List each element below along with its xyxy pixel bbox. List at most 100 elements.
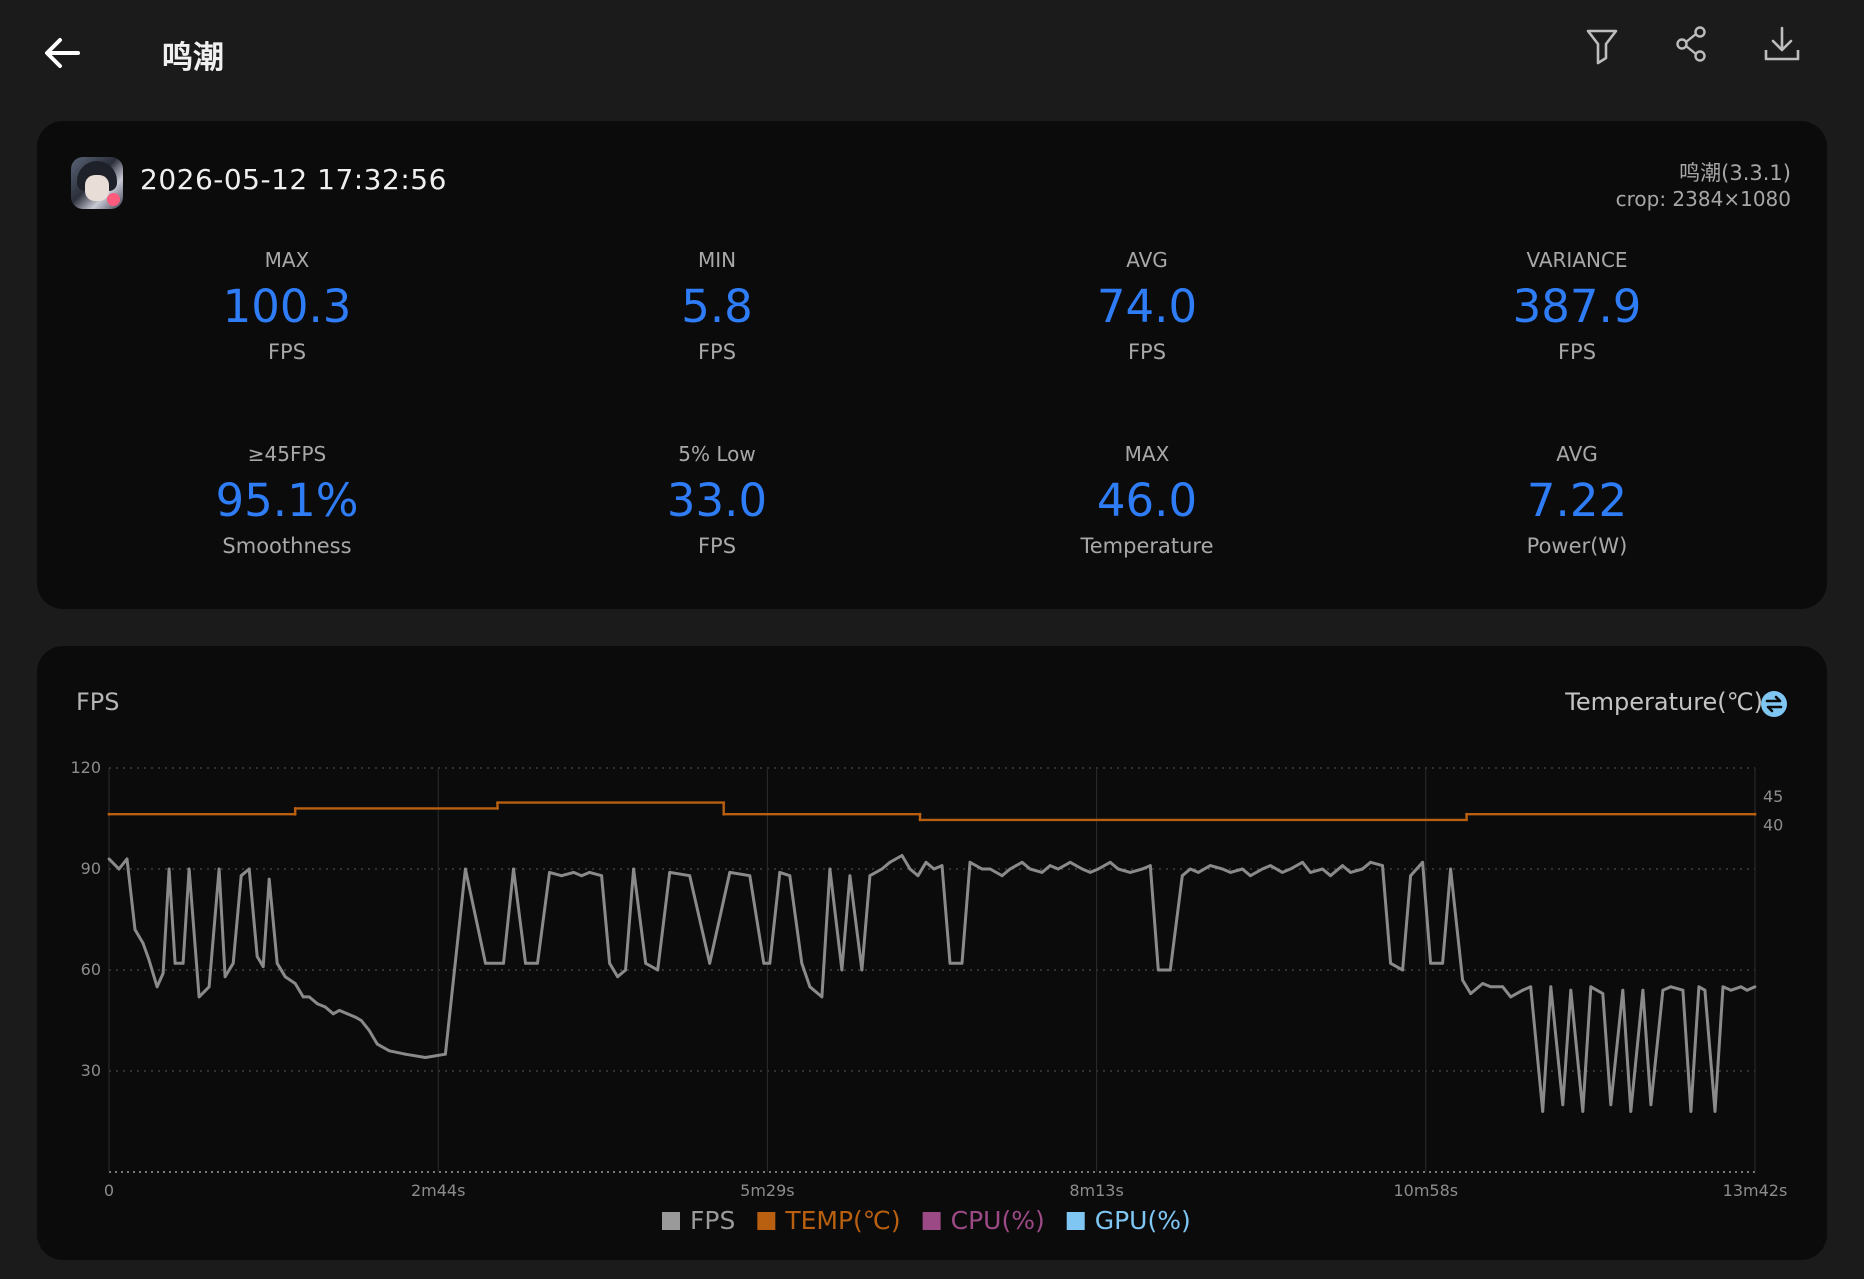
fps-data-point [848, 874, 852, 878]
stat-max-fps: MAX 100.3 FPS [137, 248, 437, 364]
fps-data-point [484, 961, 487, 965]
fps-data-point [315, 1002, 319, 1006]
fps-data-point [1269, 864, 1272, 867]
filter-icon[interactable] [1578, 22, 1626, 70]
stat-avg-power: AVG 7.22 Power(W) [1427, 442, 1727, 558]
temperature-data-point [1753, 812, 1757, 816]
fps-data-point [1581, 1110, 1585, 1113]
fps-data-point [1697, 985, 1701, 989]
fps-data-point [331, 1012, 335, 1016]
swap-axis-icon[interactable] [1760, 690, 1788, 718]
fps-data-point [502, 961, 505, 965]
fps-data-point [1381, 864, 1384, 867]
fps-data-point [1068, 860, 1072, 864]
fps-data-point [1669, 985, 1673, 989]
fps-data-point [1056, 867, 1060, 871]
fps-data-point [788, 874, 792, 878]
fps-data-point [932, 867, 936, 871]
summary-card: 2026-05-12 17:32:56 鸣潮(3.3.1) crop: 2384… [37, 121, 1827, 609]
fps-data-point [988, 867, 992, 871]
stat-value: 100.3 [222, 280, 352, 333]
fps-data-point [572, 871, 575, 874]
temperature-data-point [918, 812, 922, 816]
stat-value: 387.9 [1512, 280, 1642, 333]
stat-unit: Power(W) [1526, 534, 1628, 558]
share-icon[interactable] [1668, 22, 1716, 70]
fps-data-point [1661, 988, 1665, 992]
fps-data-point [1341, 864, 1344, 867]
chart-right-axis-label: Temperature(℃) [1565, 688, 1763, 716]
fps-data-point [644, 961, 648, 965]
top-bar: 鸣潮 [0, 0, 1864, 110]
temperature-data-point [293, 812, 297, 816]
fps-data-point [1241, 867, 1244, 871]
fps-data-point [231, 961, 235, 965]
fps-data-point [1429, 961, 1432, 965]
fps-data-point [1148, 864, 1152, 867]
fps-data-point [1088, 871, 1092, 874]
fps-data-point [908, 867, 912, 871]
fps-data-point [1361, 867, 1364, 871]
fps-data-point [261, 965, 265, 968]
fps-data-point [1040, 871, 1044, 874]
fps-data-point [1080, 867, 1084, 871]
stat-unit: FPS [1127, 340, 1167, 364]
fps-data-point [133, 928, 137, 931]
fps-data-point [924, 860, 928, 864]
fps-data-point [1689, 1110, 1693, 1113]
fps-data-point [580, 874, 583, 878]
fps-data-point [307, 995, 311, 999]
fps-data-point [828, 867, 832, 871]
fps-data-point [560, 874, 563, 878]
fps-data-point [668, 871, 672, 874]
fps-data-point [155, 985, 159, 989]
legend-swatch [1066, 1212, 1085, 1230]
back-arrow-icon[interactable] [38, 28, 88, 78]
app-version: 鸣潮(3.3.1) [1679, 161, 1791, 185]
fps-data-point [1561, 1103, 1565, 1107]
fps-data-point [1028, 867, 1032, 871]
fps-data-point [1096, 867, 1100, 871]
fps-data-point [267, 877, 271, 881]
fps-data-point [1140, 867, 1144, 871]
fps-data-point [1621, 988, 1625, 992]
fps-data-point [207, 985, 211, 989]
stat-max-temperature: MAX 46.0 Temperature [997, 442, 1297, 558]
fps-data-point [656, 968, 660, 972]
fps-data-point [1321, 867, 1324, 871]
legend-label: CPU(%) [951, 1206, 1045, 1235]
fps-data-point [1753, 985, 1757, 989]
x-tick-label: 10m58s [1393, 1181, 1458, 1200]
download-icon[interactable] [1758, 22, 1806, 70]
stat-5pct-low: 5% Low 33.0 FPS [567, 442, 867, 558]
fps-data-point [464, 867, 467, 871]
fps-data-point [1329, 874, 1332, 878]
stat-label: MAX [1124, 442, 1170, 466]
y-left-tick-label: 30 [81, 1061, 101, 1080]
fps-data-point [980, 867, 984, 871]
page-title: 鸣潮 [162, 40, 224, 76]
stat-label: MIN [697, 248, 737, 272]
fps-data-point [588, 871, 591, 874]
fps-data-point [444, 1052, 447, 1056]
fps-temperature-chart: 120 90 60 30 45 40 0 2m44s 5m29s 8m13s 10m58s 13m42… [70, 758, 1787, 1235]
session-timestamp: 2026-05-12 17:32:56 [140, 163, 447, 196]
fps-data-point [1649, 1103, 1653, 1107]
stat-value: 7.22 [1526, 474, 1628, 527]
stat-label: 5% Low [678, 442, 756, 466]
fps-data-point [1261, 867, 1264, 871]
fps-data-point [888, 860, 892, 864]
stat-value: 33.0 [666, 474, 768, 527]
fps-data-point [1441, 961, 1444, 965]
fps-data-point [960, 961, 964, 965]
fps-data-point [301, 995, 305, 999]
stat-label: AVG [1126, 248, 1168, 272]
fps-data-point [968, 860, 972, 864]
fps-data-point [161, 972, 165, 975]
legend-swatch [757, 1212, 776, 1230]
y-left-tick-label: 90 [81, 859, 101, 878]
fps-data-point [1249, 874, 1252, 878]
y-left-tick-label: 120 [70, 758, 101, 777]
stat-unit: Temperature [1080, 534, 1214, 558]
fps-data-point [1409, 874, 1412, 878]
